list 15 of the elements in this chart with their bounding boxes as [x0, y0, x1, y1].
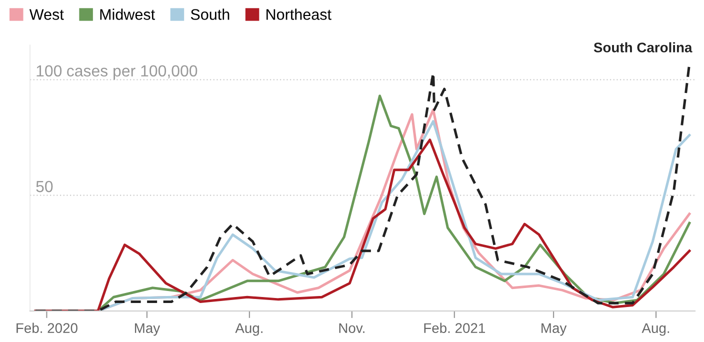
- x-tick-label: Aug.: [235, 323, 262, 336]
- legend-label: Northeast: [266, 8, 332, 20]
- y-tick-label: 50: [36, 180, 53, 192]
- y-axis-title: cases per 100,000: [67, 65, 198, 80]
- legend-label: Midwest: [100, 8, 155, 20]
- x-tick-label: May: [134, 323, 160, 336]
- x-tick-label: Nov.: [339, 323, 364, 334]
- legend-label: West: [29, 9, 64, 20]
- legend-label: South: [190, 8, 230, 20]
- x-tick-label: Feb. 2020: [16, 322, 78, 334]
- annotation: South Carolina: [594, 42, 692, 52]
- x-tick-label: May: [542, 323, 567, 336]
- y-tick-label: 100: [36, 65, 62, 77]
- x-tick-label: Aug.: [642, 323, 670, 336]
- x-tick-label: Feb. 2021: [424, 322, 485, 334]
